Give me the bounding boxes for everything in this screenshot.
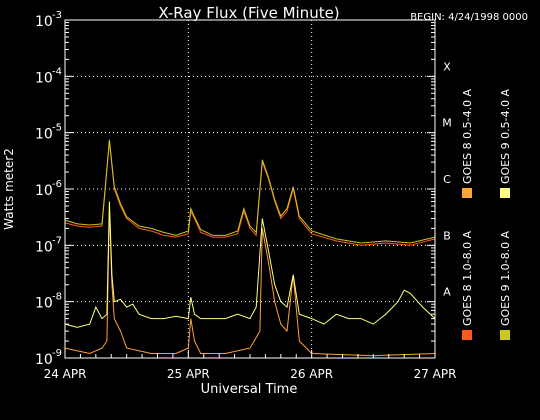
y-axis-label: Watts meter2 [2, 148, 16, 230]
y-tick-exponent: -7 [52, 235, 62, 246]
y-tick-label: 10 [35, 70, 53, 86]
chart-title: X-Ray Flux (Five Minute) [158, 4, 339, 22]
y-tick-exponent: -9 [52, 348, 62, 359]
y-tick-label: 10 [35, 352, 53, 368]
y-tick-label: 10 [35, 14, 53, 30]
series-layer [64, 139, 436, 357]
legend: GOES 8 0.5-4.0 A GOES 8 1.0-8.0 A GOES 9 0… [461, 88, 512, 340]
y-tick-label: 10 [35, 296, 53, 312]
x-tick-label: 24 APR [44, 367, 87, 381]
y-tick-exponent: -4 [52, 66, 62, 77]
legend-label: GOES 8 0.5-4.0 A [461, 88, 474, 184]
legend-swatch [500, 188, 510, 198]
legend-label: GOES 9 1.0-8.0 A [499, 230, 512, 326]
y-tick-exponent: -6 [52, 179, 62, 190]
series-line-1 [64, 141, 436, 246]
y-tick-label: 10 [35, 127, 53, 143]
legend-label: GOES 8 1.0-8.0 A [461, 230, 474, 326]
y-axis: 10-310-410-510-610-710-810-9 [35, 10, 435, 368]
flare-class-label: C [443, 173, 451, 186]
y-tick-label: 10 [35, 239, 53, 255]
x-axis-label: Universal Time [201, 382, 298, 397]
y-tick-exponent: -3 [52, 10, 62, 21]
grid [65, 20, 435, 358]
flare-class-label: M [442, 117, 452, 130]
x-tick-label: 25 APR [167, 367, 210, 381]
flare-class-label: A [443, 286, 451, 299]
y-tick-label: 10 [35, 183, 53, 199]
legend-swatch [500, 330, 510, 340]
series-line-3 [64, 139, 436, 244]
x-tick-label: 27 APR [414, 367, 457, 381]
series-line-4 [64, 201, 436, 328]
y-tick-exponent: -5 [52, 123, 62, 134]
flare-class-label: B [443, 229, 451, 242]
flare-class-label: X [443, 60, 451, 73]
y-tick-exponent: -8 [52, 292, 62, 303]
flare-class-axis: X M C B A [442, 60, 452, 298]
legend-label: GOES 9 0.5-4.0 A [499, 88, 512, 184]
x-tick-label: 26 APR [290, 367, 333, 381]
begin-label: BEGIN: 4/24/1998 0000 [410, 12, 528, 23]
legend-swatch [462, 188, 472, 198]
x-axis: 24 APR 25 APR 26 APR 27 APR [44, 350, 457, 381]
legend-swatch [462, 330, 472, 340]
